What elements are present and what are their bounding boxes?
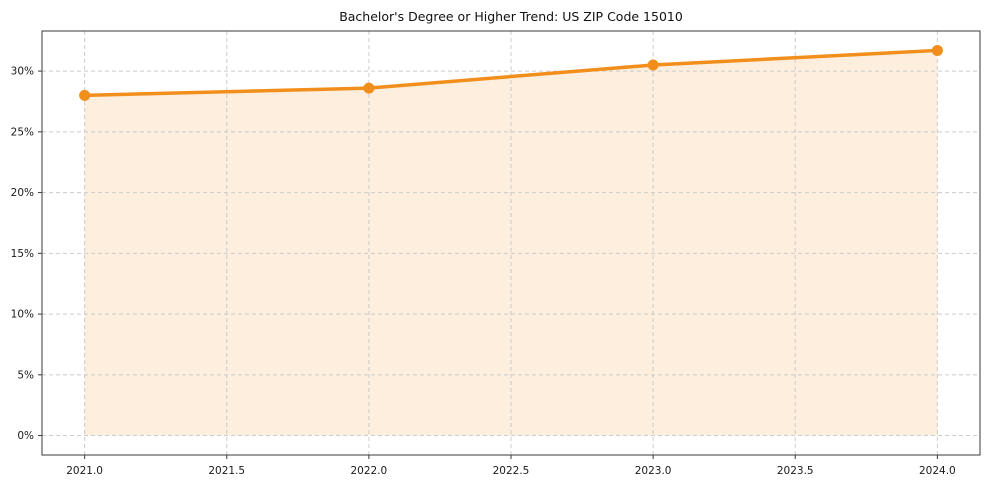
tick-label-layer: 2021.0 2021.5 2022.0 2022.5 2023.0 2023.5 2024… xyxy=(11,66,956,477)
y-tick-label: 10% xyxy=(11,309,34,321)
y-tick-label: 25% xyxy=(11,126,34,138)
x-tick-label: 2021.5 xyxy=(208,465,245,477)
chart-title: Bachelor's Degree or Higher Trend: US ZI… xyxy=(339,9,683,24)
x-tick-label: 2022.5 xyxy=(493,465,530,477)
series-layer xyxy=(79,44,943,101)
x-tick-label: 2022.0 xyxy=(351,465,388,477)
data-point-marker xyxy=(79,89,91,101)
y-tick-label: 0% xyxy=(17,430,34,442)
axes-layer xyxy=(38,30,981,459)
x-tick-label: 2023.0 xyxy=(635,465,672,477)
y-tick-label: 30% xyxy=(11,66,34,78)
trend-line xyxy=(82,48,940,98)
x-tick-label: 2024.0 xyxy=(919,465,956,477)
data-point-marker xyxy=(931,44,943,56)
data-point-marker xyxy=(363,82,375,94)
data-point-marker xyxy=(647,59,659,71)
y-tick-label: 5% xyxy=(17,369,34,381)
y-tick-label: 15% xyxy=(11,248,34,260)
x-tick-label: 2021.0 xyxy=(66,465,103,477)
y-tick-label: 20% xyxy=(11,187,34,199)
gridline-layer xyxy=(42,31,980,455)
x-tick-label: 2023.5 xyxy=(777,465,814,477)
